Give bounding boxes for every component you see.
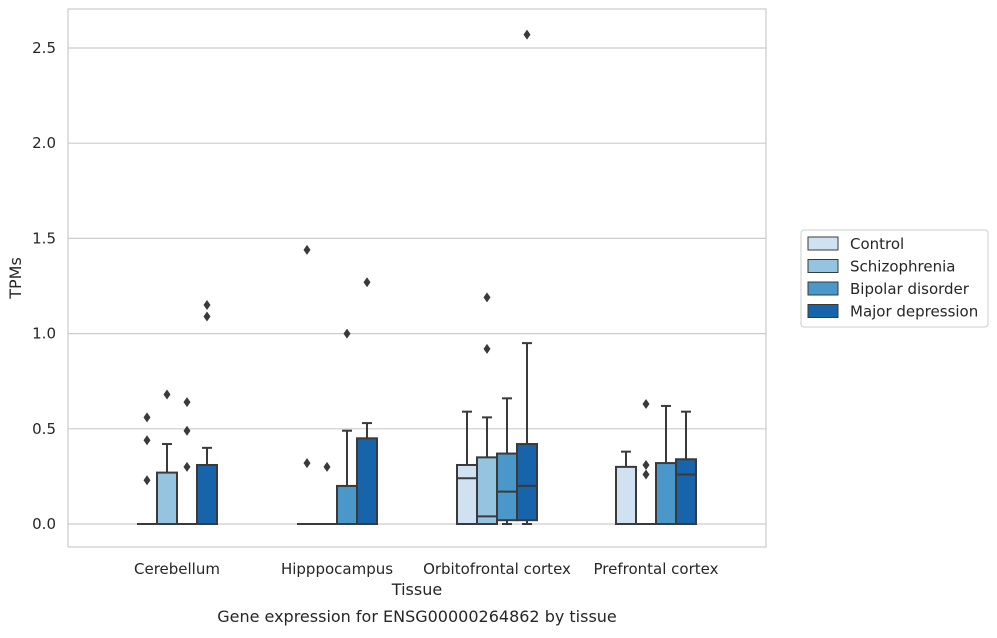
outlier-point	[642, 459, 650, 470]
outlier-point	[203, 311, 211, 322]
box-body	[496, 452, 518, 522]
boxes	[137, 29, 697, 526]
legend-entry: Major depression	[850, 303, 978, 321]
y-tick-labels: 0.0 0.5 1.0 1.5 2.0 2.5	[32, 39, 56, 533]
box-body	[196, 463, 218, 526]
outlier-point	[203, 300, 211, 311]
box-1-2	[476, 292, 498, 525]
box-body	[655, 462, 677, 525]
outlier-point	[483, 292, 491, 303]
box-body	[476, 456, 498, 525]
box-1-1	[317, 461, 337, 525]
outlier-point	[303, 244, 311, 255]
box-0-2	[456, 410, 478, 526]
box-3-1	[356, 277, 378, 526]
box-body	[336, 484, 358, 526]
box-body	[356, 437, 378, 526]
box-0-0	[137, 412, 157, 525]
plot-frame	[67, 8, 767, 548]
y-tick-label: 1.0	[32, 325, 56, 343]
outlier-point	[183, 397, 191, 408]
legend-entry: Bipolar disorder	[850, 280, 970, 298]
outlier-point	[483, 343, 491, 354]
box-3-3	[675, 410, 697, 526]
box-2-0	[177, 397, 197, 525]
x-tick-label: Hipppocampus	[281, 560, 393, 578]
y-tick-label: 0.0	[32, 515, 56, 533]
box-3-0	[196, 300, 218, 526]
legend-swatch	[807, 259, 839, 273]
outlier-point	[323, 461, 331, 472]
outlier-point	[523, 29, 531, 40]
y-axis-label: TPMs	[6, 257, 25, 300]
legend-swatch	[807, 236, 839, 251]
x-tick-label: Prefrontal cortex	[594, 560, 719, 578]
box-0-3	[615, 450, 637, 526]
legend-entry: Control	[850, 235, 904, 253]
outlier-point	[183, 461, 191, 472]
y-tick-label: 0.5	[32, 420, 56, 438]
box-body	[516, 443, 538, 522]
legend-frame	[800, 229, 989, 328]
box-2-2	[496, 397, 518, 525]
y-tick-label: 2.0	[32, 134, 56, 152]
outlier-point	[143, 412, 151, 423]
legend-swatch	[807, 304, 839, 318]
box-body	[615, 465, 637, 526]
outlier-point	[183, 425, 191, 436]
box-2-1	[336, 328, 358, 526]
box-body	[456, 463, 478, 526]
y-tick-label: 2.5	[32, 39, 56, 57]
legend-swatch	[807, 281, 839, 296]
legend: Control Schizophrenia Bipolar disorder Majo…	[800, 229, 989, 328]
y-tick-label: 1.5	[32, 229, 56, 247]
legend-entry: Schizophrenia	[850, 258, 955, 276]
x-tick-labels: Cerebellum Hipppocampus Orbitofrontal cort…	[134, 560, 719, 578]
box-3-2	[516, 29, 538, 525]
box-1-0	[156, 389, 178, 526]
box-1-3	[636, 399, 656, 525]
outlier-point	[143, 475, 151, 486]
x-axis-label: Tissue	[391, 580, 442, 599]
box-2-3	[655, 404, 677, 525]
x-tick-label: Orbitofrontal cortex	[423, 560, 571, 578]
x-tick-label: Cerebellum	[134, 560, 220, 578]
chart-caption: Gene expression for ENSG00000264862 by t…	[217, 607, 617, 626]
box-0-1	[297, 244, 317, 525]
outlier-point	[163, 389, 171, 400]
outlier-point	[642, 399, 650, 410]
outlier-point	[343, 328, 351, 339]
outlier-point	[363, 277, 371, 288]
box-body	[156, 471, 178, 526]
gridlines	[68, 47, 766, 525]
outlier-point	[642, 469, 650, 480]
outlier-point	[143, 435, 151, 446]
outlier-point	[303, 458, 311, 469]
box-body	[675, 458, 697, 526]
